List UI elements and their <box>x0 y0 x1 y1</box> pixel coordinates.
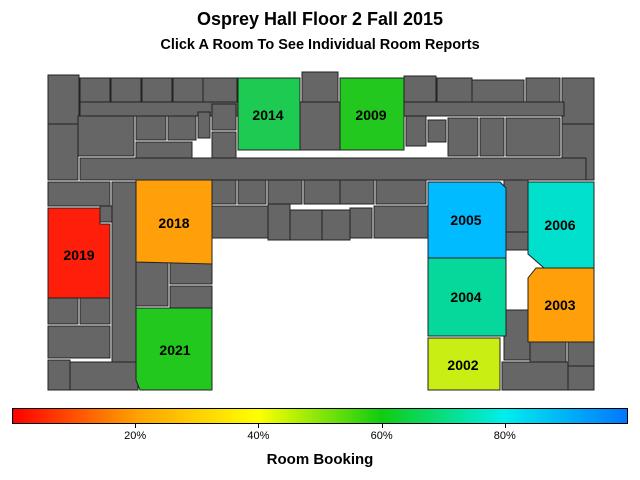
room-2006[interactable]: 2006 <box>527 181 595 269</box>
floor-block <box>447 117 479 157</box>
floor-block <box>561 77 595 125</box>
floor-block <box>197 111 211 139</box>
floor-block <box>135 115 167 141</box>
scale-tick <box>381 424 383 428</box>
floor-block <box>77 115 135 157</box>
floor-block <box>99 205 113 223</box>
floor-block <box>503 231 529 251</box>
floor-walls <box>47 71 595 391</box>
floor-block <box>141 77 173 103</box>
floor-block <box>405 115 427 147</box>
floor-block <box>211 179 237 205</box>
floor-block <box>47 297 79 325</box>
map-title: Osprey Hall Floor 2 Fall 2015 <box>196 9 444 29</box>
room-2018-shape[interactable] <box>135 179 213 265</box>
scale-tick-label: 80% <box>493 430 516 442</box>
room-2014-shape[interactable] <box>237 77 301 151</box>
floor-block <box>505 117 561 157</box>
room-2009[interactable]: 2009 <box>339 77 405 151</box>
floor-block <box>172 77 204 103</box>
room-2005-shape[interactable] <box>427 181 507 259</box>
floor-block <box>471 79 525 103</box>
floor-block <box>503 179 529 233</box>
scale-tick <box>135 424 137 428</box>
floor-block <box>501 361 569 391</box>
floor-block <box>47 359 71 391</box>
floor-block <box>47 325 111 359</box>
floor-block <box>479 117 505 157</box>
scale-tick <box>504 424 506 428</box>
color-scale-label: Room Booking <box>266 451 374 468</box>
room-2009-shape[interactable] <box>339 77 405 151</box>
floor-block <box>373 205 429 239</box>
floor-block <box>529 341 567 363</box>
floor-block <box>375 179 427 205</box>
scale-tick-label: 40% <box>247 430 270 442</box>
room-2006-shape[interactable] <box>527 181 595 269</box>
floor-block <box>436 77 473 103</box>
floor-block <box>339 179 375 205</box>
floor-block <box>135 141 193 159</box>
floor-block <box>111 181 137 365</box>
scale-tick <box>258 424 260 428</box>
scale-tick-label: 60% <box>370 430 393 442</box>
floor-block <box>169 285 213 309</box>
floor-block <box>211 131 237 161</box>
scale-tick-label: 20% <box>124 430 147 442</box>
room-2021[interactable]: 2021 <box>135 307 213 391</box>
floor-block <box>47 181 111 207</box>
floor-block <box>299 101 341 151</box>
floor-block <box>525 77 561 103</box>
room-2002-shape[interactable] <box>427 337 501 391</box>
floor-block <box>110 77 142 103</box>
floor-block <box>427 119 447 143</box>
floor-block <box>267 203 291 241</box>
floor-block <box>79 157 587 181</box>
floor-block <box>79 77 111 103</box>
floor-block <box>202 77 238 103</box>
map-subtitle: Click A Room To See Individual Room Repo… <box>160 37 480 53</box>
floor-block <box>403 75 437 103</box>
room-2005[interactable]: 2005 <box>427 181 507 259</box>
room-2002[interactable]: 2002 <box>427 337 501 391</box>
floor-block <box>403 101 565 117</box>
floor-block <box>349 207 373 239</box>
color-scale-bar <box>12 408 628 424</box>
floor-block <box>169 261 213 285</box>
floor-block <box>303 179 341 205</box>
floor-block <box>135 261 169 307</box>
room-2014[interactable]: 2014 <box>237 77 301 151</box>
room-2018[interactable]: 2018 <box>135 179 213 265</box>
floor-block <box>289 209 323 241</box>
floor-block <box>47 74 80 126</box>
floor-block <box>567 341 595 367</box>
room-2019-shape[interactable] <box>47 207 111 299</box>
floor-block <box>567 365 595 391</box>
floor-block <box>503 309 531 361</box>
floor-block <box>321 209 351 241</box>
floor-block <box>237 179 267 205</box>
floor-block <box>47 123 79 181</box>
floor-block <box>211 205 269 239</box>
floor-block <box>167 115 197 141</box>
room-2021-shape[interactable] <box>135 307 213 391</box>
room-2003[interactable]: 2003 <box>527 267 595 343</box>
floor-block <box>69 361 139 391</box>
room-2004-shape[interactable] <box>427 257 507 337</box>
floor-block <box>79 297 111 325</box>
floor-block <box>211 103 237 131</box>
floor-block <box>301 71 339 103</box>
floor-block <box>267 179 303 205</box>
room-2004[interactable]: 2004 <box>427 257 507 337</box>
room-2003-shape[interactable] <box>527 267 595 343</box>
